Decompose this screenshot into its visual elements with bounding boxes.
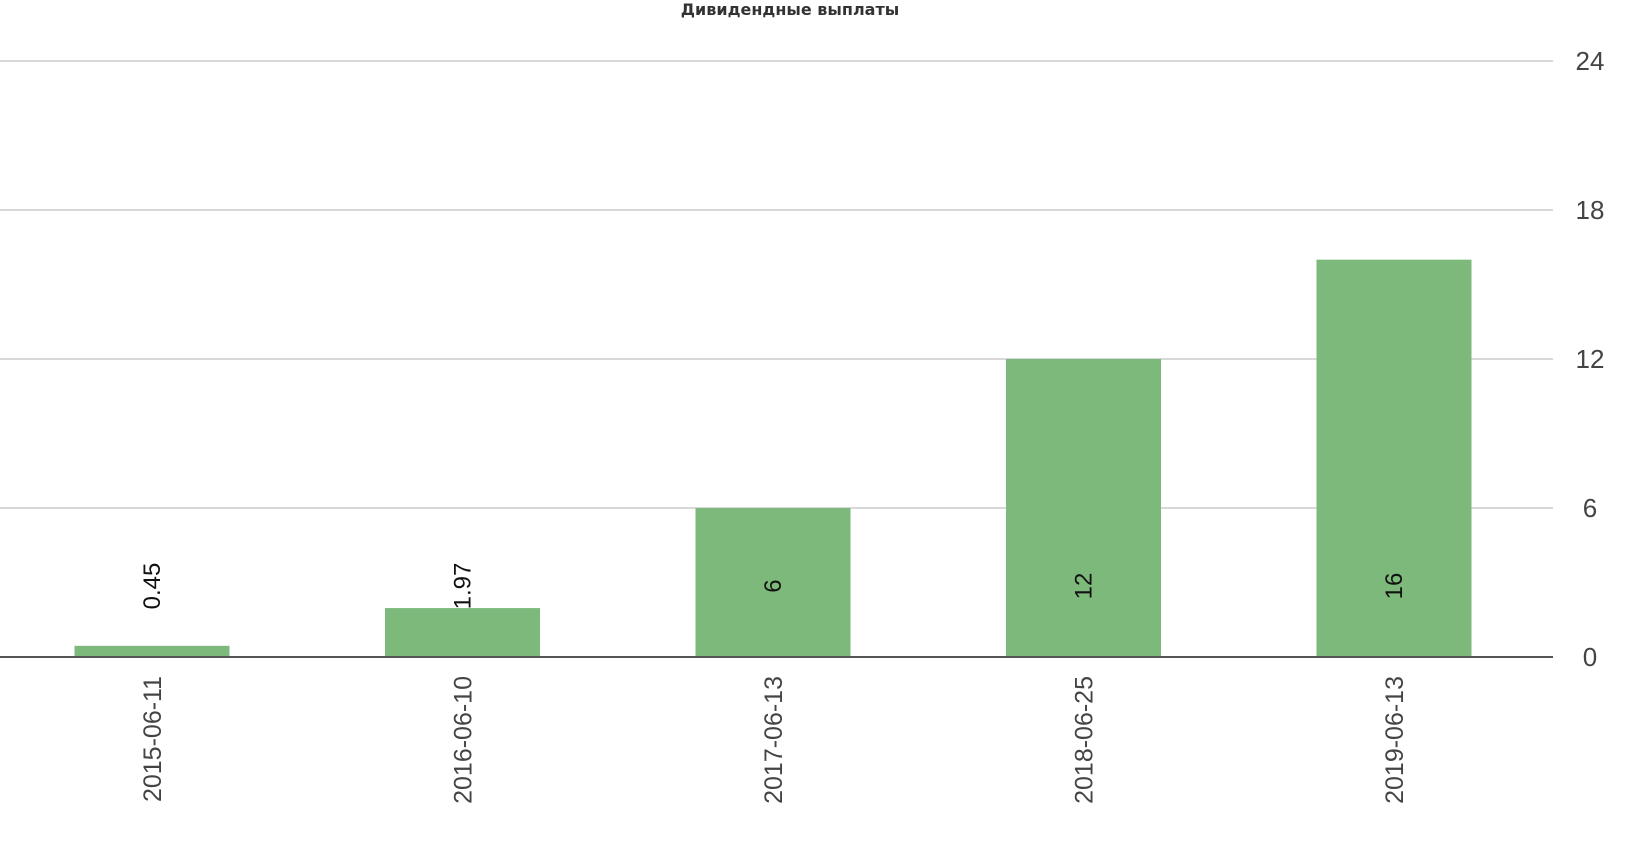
bar-value-label: 6 [760,579,787,592]
bar-2019-06-13 [1316,259,1472,657]
bar-value-label: 16 [1381,573,1408,600]
bar-2017-06-13 [695,508,851,657]
x-category-label: 2018-06-25 [1071,676,1099,804]
x-category-label: 2015-06-11 [139,676,167,802]
x-axis-categories: 2015-06-11 2016-06-10 2017-06-13 2018-06-25… [139,676,1409,804]
bar-value-label: 1.97 [450,563,477,610]
y-axis-ticks: 0 6 12 18 24 [1576,46,1605,672]
x-category-label: 2016-06-10 [450,676,478,804]
y-tick-label: 12 [1576,344,1605,374]
bar-2015-06-11 [74,645,230,657]
bar-value-label: 0.45 [139,563,166,610]
y-tick-label: 24 [1576,46,1605,76]
bar-value-label: 12 [1071,573,1098,600]
x-category-label: 2017-06-13 [760,676,788,804]
bar-2018-06-25 [1006,359,1161,657]
y-tick-label: 0 [1583,642,1597,672]
bar-2016-06-10 [385,608,540,657]
bars [74,259,1472,657]
y-tick-label: 18 [1576,195,1605,225]
data-labels: 0.45 1.97 6 12 16 [139,563,1408,610]
y-tick-label: 6 [1583,493,1597,523]
chart-title: Дивидендные выплаты [681,0,899,19]
x-category-label: 2019-06-13 [1381,676,1409,804]
